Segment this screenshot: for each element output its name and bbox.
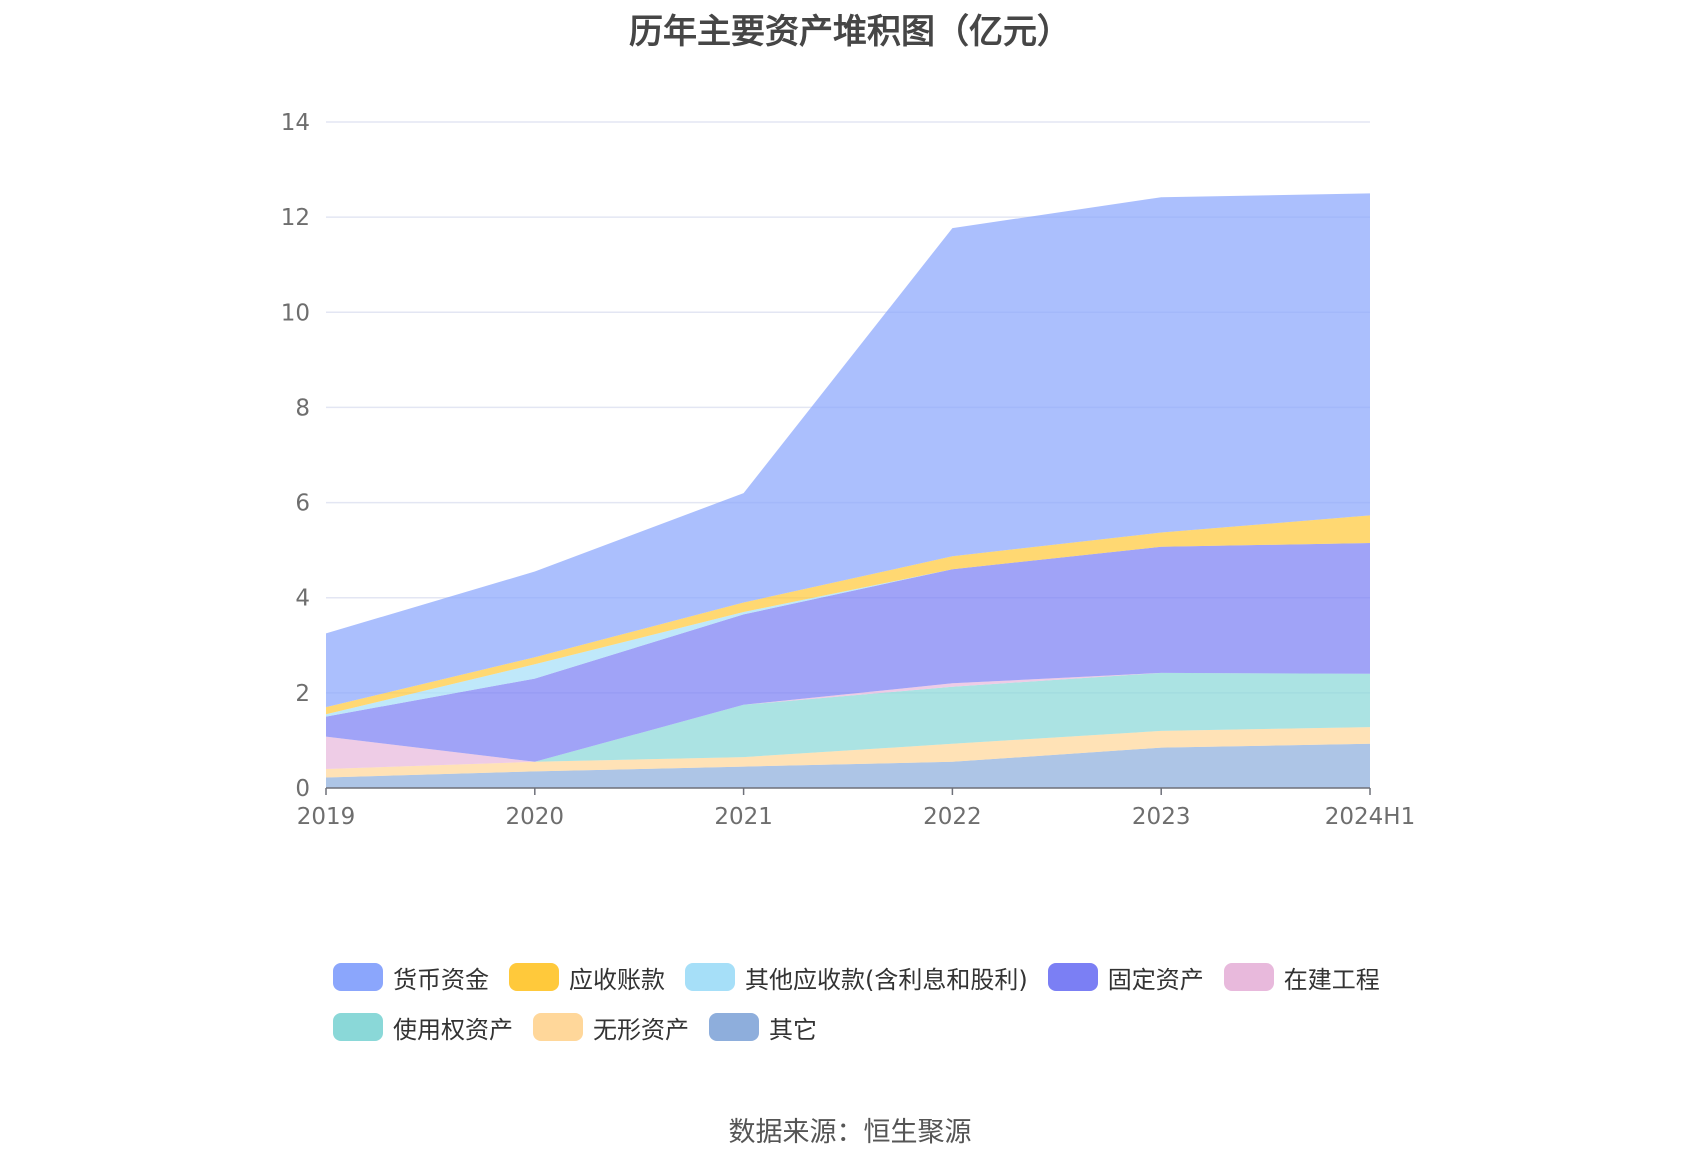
legend-item[interactable]: 固定资产 xyxy=(1047,960,1204,995)
y-tick-label: 8 xyxy=(295,395,310,421)
legend-label: 其他应收款(含利息和股利) xyxy=(745,965,1028,994)
area-series-在建工程 xyxy=(326,672,1370,769)
legend-swatch xyxy=(333,963,383,991)
legend-item[interactable]: 应收账款 xyxy=(509,960,665,995)
legend-item[interactable]: 在建工程 xyxy=(1223,960,1380,995)
area-series xyxy=(326,193,1370,788)
y-tick-label: 0 xyxy=(295,776,310,802)
area-series-无形资产 xyxy=(326,727,1370,778)
legend-swatch xyxy=(533,1013,583,1041)
legend-swatch xyxy=(509,963,559,991)
y-tick-label: 12 xyxy=(281,205,310,231)
x-tick-label: 2019 xyxy=(297,804,356,830)
y-tick-label: 6 xyxy=(295,491,310,517)
legend-swatch xyxy=(1047,963,1098,991)
legend-label: 固定资产 xyxy=(1107,965,1204,994)
legend-swatch xyxy=(709,1013,759,1041)
legend-item[interactable]: 其他应收款(含利息和股利) xyxy=(685,960,1028,995)
legend: 货币资金 应收账款 其他应收款(含利息和股利) 固定资产 在建工程 使用权资产 无形资产 其… xyxy=(333,952,1433,1052)
x-tick-label: 2023 xyxy=(1132,804,1191,830)
x-tick-label: 2024H1 xyxy=(1325,804,1415,830)
legend-item[interactable]: 其它 xyxy=(709,1010,817,1045)
legend-label: 无形资产 xyxy=(593,1015,689,1044)
legend-swatch xyxy=(685,963,735,991)
x-tick-label: 2021 xyxy=(714,804,773,830)
area-series-其它 xyxy=(326,743,1370,788)
y-tick-label: 2 xyxy=(295,681,310,707)
legend-item[interactable]: 无形资产 xyxy=(533,1010,689,1045)
y-tick-label: 4 xyxy=(295,586,310,612)
data-source-note: 数据来源：恒生聚源 xyxy=(728,1117,972,1148)
legend-label: 货币资金 xyxy=(393,965,489,994)
area-series-货币资金 xyxy=(326,193,1370,708)
x-tick-label: 2020 xyxy=(506,804,565,830)
legend-item[interactable]: 使用权资产 xyxy=(333,1010,513,1045)
legend-label: 其它 xyxy=(769,1015,817,1044)
legend-row: 使用权资产 无形资产 其它 xyxy=(333,1002,1433,1052)
legend-label: 使用权资产 xyxy=(393,1015,513,1044)
axes: 0 2 4 6 8 10 12 14 2019 2020 2021 2022 2023 2024H1 xyxy=(281,110,1416,830)
legend-label: 在建工程 xyxy=(1283,965,1380,994)
legend-swatch xyxy=(333,1013,383,1041)
legend-swatch xyxy=(1223,963,1274,991)
legend-label: 应收账款 xyxy=(569,965,665,994)
x-tick-label: 2022 xyxy=(923,804,982,830)
legend-row: 货币资金 应收账款 其他应收款(含利息和股利) 固定资产 在建工程 xyxy=(333,952,1433,1002)
y-tick-label: 14 xyxy=(281,110,310,136)
area-series-应收账款 xyxy=(326,515,1370,715)
area-series-固定资产 xyxy=(326,543,1370,762)
legend-item[interactable]: 货币资金 xyxy=(333,960,489,995)
y-tick-label: 10 xyxy=(281,300,310,326)
chart-title: 历年主要资产堆积图（亿元） xyxy=(629,12,1071,52)
area-series-使用权资产 xyxy=(326,672,1370,769)
